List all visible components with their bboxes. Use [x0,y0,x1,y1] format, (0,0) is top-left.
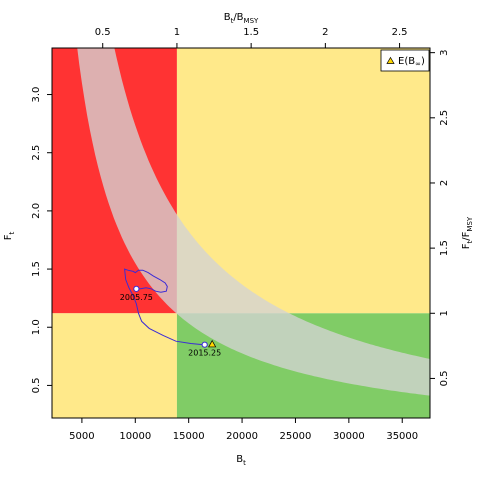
uncertainty-band [77,48,430,396]
point-label: 2015.25 [188,349,221,358]
trajectory-point [133,285,140,292]
legend-triangle-icon [386,56,395,64]
legend: E(B∞) [380,49,430,72]
trajectory-line [124,268,207,346]
plot-frame [51,47,431,419]
trajectory-point [201,341,208,348]
y-axis: 0.5 1.0 1.5 2.0 2.5 3.0 [31,87,52,393]
y-tick-label: 0.5 [31,377,42,393]
x-axis-label: Bt [236,454,246,467]
y-tick-label: 3.0 [31,87,42,103]
right-tick-label: 1.5 [439,240,450,256]
x-tick-label: 10000 [119,431,151,442]
top-tick-label: 2.5 [392,27,408,38]
top-tick-label: 1 [174,27,180,38]
top-tick-label: 0.5 [95,27,111,38]
top-axis-label: Bt/BMSY [224,12,259,25]
y-axis-label: Ft [3,231,16,240]
top-tick-label: 1.5 [243,27,259,38]
expected-equilibrium-marker [208,339,217,348]
point-label: 2005.75 [120,293,153,302]
overfished-quadrant [52,313,177,418]
right-tick-label: 2.5 [439,110,450,126]
top-axis: 0.5 1 1.5 2 2.5 [95,27,408,48]
x-tick-label: 35000 [386,431,418,442]
y-tick-label: 1.5 [31,261,42,277]
x-tick-label: 5000 [69,431,94,442]
y-tick-label: 2.5 [31,145,42,161]
x-axis: 5000 10000 15000 20000 25000 30000 35000 [69,418,418,442]
right-tick-label: 3 [439,49,450,55]
right-tick-label: 2 [439,180,450,186]
x-tick-label: 20000 [226,431,258,442]
right-axis-label: Ft/FMSY [461,216,474,249]
labelled-points: 2005.75 2015.25 [120,285,221,358]
legend-box [380,49,430,72]
right-tick-label: 1 [439,310,450,316]
x-tick-label: 15000 [173,431,205,442]
top-tick-label: 2 [322,27,328,38]
y-tick-label: 1.0 [31,319,42,335]
legend-label: E(B∞) [398,56,425,68]
right-tick-label: 0.5 [439,370,450,386]
x-tick-label: 25000 [280,431,312,442]
y-tick-label: 2.0 [31,203,42,219]
right-axis: 0.5 1 1.5 2 2.5 3 [430,49,450,386]
plot-area: 2005.75 2015.25 [52,48,430,418]
x-tick-label: 30000 [333,431,365,442]
